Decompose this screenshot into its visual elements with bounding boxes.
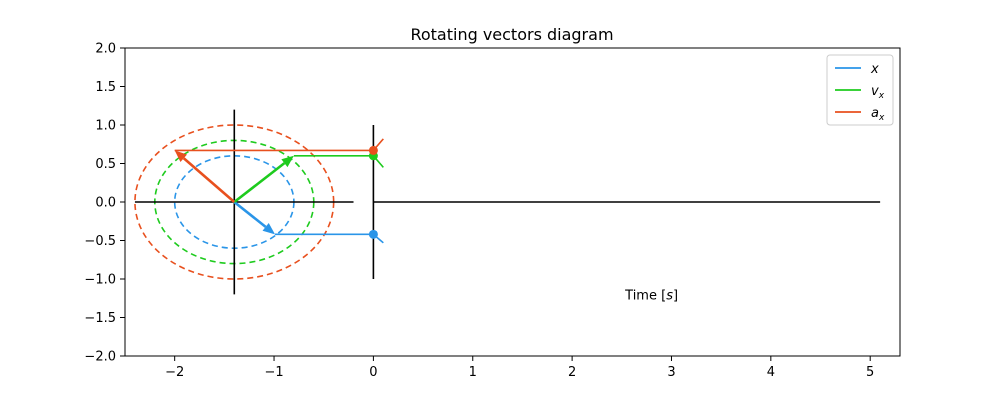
plot-content <box>134 109 881 295</box>
y-tick-label: −2.0 <box>84 350 116 365</box>
legend-label-sub: x <box>878 91 885 101</box>
y-tick-label: 0.5 <box>95 157 116 172</box>
legend-label-v_x: vx <box>871 84 885 101</box>
x-axis-label: Time [s] <box>624 288 678 303</box>
legend-label-main: x <box>870 62 879 77</box>
y-tick-label: −1.5 <box>84 311 116 326</box>
x-tick-label: 2 <box>568 365 576 380</box>
point-a_x <box>368 145 378 155</box>
y-tick-label: 1.0 <box>95 119 116 134</box>
x-tick-label: 1 <box>469 365 477 380</box>
y-tick-label: −1.0 <box>84 273 116 288</box>
y-tick-label: 1.5 <box>95 80 116 95</box>
plot-area <box>134 109 881 295</box>
vector-x-head <box>262 222 276 235</box>
legend-label-x: x <box>870 62 879 77</box>
chart-title: Rotating vectors diagram <box>410 25 613 44</box>
y-tick-label: 0.0 <box>95 196 116 211</box>
x-tick-label: −1 <box>264 365 283 380</box>
y-tick-label: 2.0 <box>95 42 116 57</box>
vector-a_x-head <box>174 150 188 163</box>
vector-v_x-head <box>281 155 294 168</box>
x-axis-label-prefix: Time [ <box>624 288 666 303</box>
vector-v_x-shaft <box>233 162 286 204</box>
x-axis-label-variable: s <box>666 288 673 303</box>
vector-a_x-shaft <box>182 157 236 203</box>
x-tick-label: −2 <box>165 365 184 380</box>
legend-label-sub: x <box>878 113 885 123</box>
y-tick-label: −0.5 <box>84 234 116 249</box>
axes: Time [s] −2 −1 0 1 2 3 4 5 −2.0 −1.5 −1.0 −0.5 0.0 0.5… <box>84 42 901 380</box>
x-tick-label: 5 <box>866 365 874 380</box>
point-x <box>368 229 378 239</box>
legend-label-main: v <box>871 84 879 99</box>
vector-x-shaft <box>233 200 267 228</box>
legend-label-main: a <box>871 106 879 121</box>
x-tick-label: 4 <box>767 365 775 380</box>
x-tick-label: 3 <box>667 365 675 380</box>
legend-label-a_x: ax <box>871 106 885 123</box>
x-axis-label-suffix: ] <box>673 288 678 303</box>
x-tick-label: 0 <box>369 365 377 380</box>
